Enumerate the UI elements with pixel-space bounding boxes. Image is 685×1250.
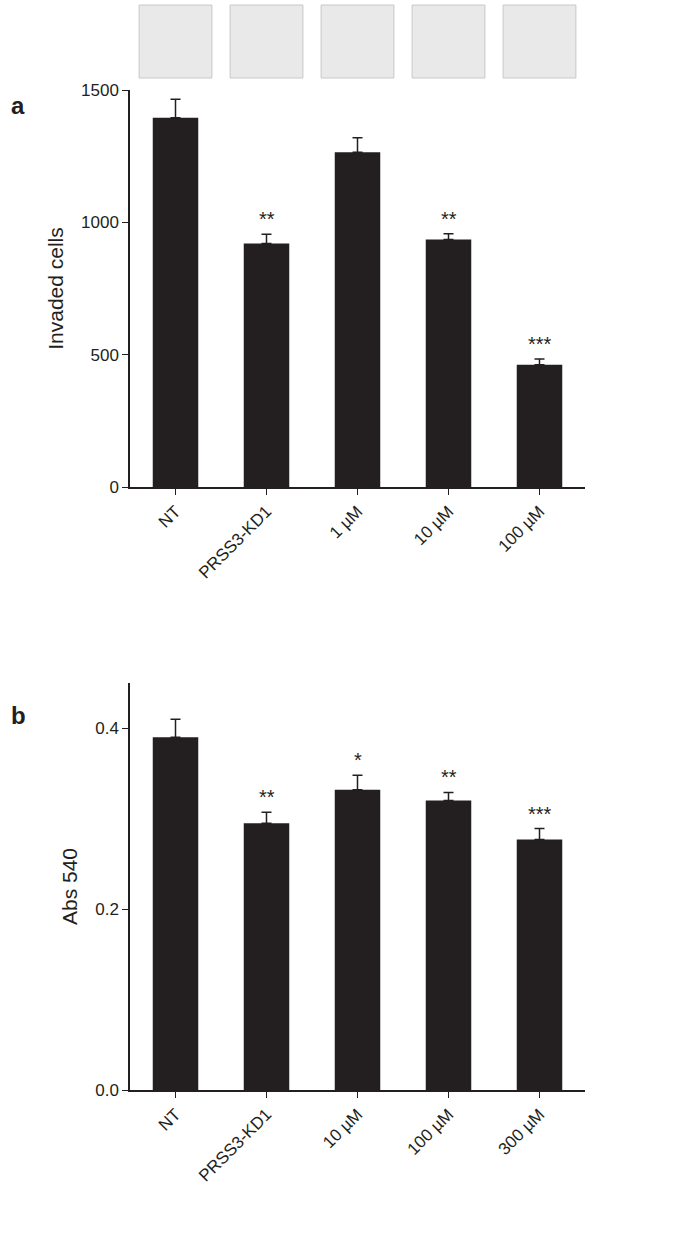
svg-text:Invaded cells: Invaded cells	[44, 227, 67, 350]
svg-text:100 µM: 100 µM	[404, 1105, 458, 1159]
svg-text:1000: 1000	[81, 213, 119, 232]
svg-text:10 µM: 10 µM	[410, 502, 457, 549]
svg-text:***: ***	[528, 333, 552, 355]
svg-text:PRSS3-KD1: PRSS3-KD1	[195, 502, 275, 582]
svg-text:0.4: 0.4	[95, 719, 119, 738]
svg-text:*: *	[354, 749, 362, 771]
svg-text:**: **	[259, 786, 275, 808]
svg-text:NT: NT	[155, 1105, 184, 1134]
svg-text:10 µM: 10 µM	[319, 1105, 366, 1152]
svg-text:0: 0	[109, 478, 118, 497]
svg-text:PRSS3-KD1: PRSS3-KD1	[195, 1105, 275, 1185]
svg-text:1500: 1500	[81, 81, 119, 100]
svg-text:Abs 540: Abs 540	[58, 848, 81, 925]
svg-text:b: b	[11, 702, 26, 729]
svg-text:100 µM: 100 µM	[495, 502, 549, 556]
svg-text:500: 500	[90, 346, 118, 365]
svg-text:a: a	[11, 92, 25, 119]
svg-text:**: **	[259, 208, 275, 230]
svg-text:**: **	[441, 766, 457, 788]
svg-text:NT: NT	[155, 502, 184, 531]
svg-text:**: **	[441, 208, 457, 230]
svg-text:1 µM: 1 µM	[326, 502, 366, 542]
svg-text:0.2: 0.2	[95, 900, 119, 919]
svg-text:0.0: 0.0	[95, 1081, 119, 1100]
svg-text:300 µM: 300 µM	[495, 1105, 549, 1159]
svg-text:***: ***	[528, 803, 552, 825]
